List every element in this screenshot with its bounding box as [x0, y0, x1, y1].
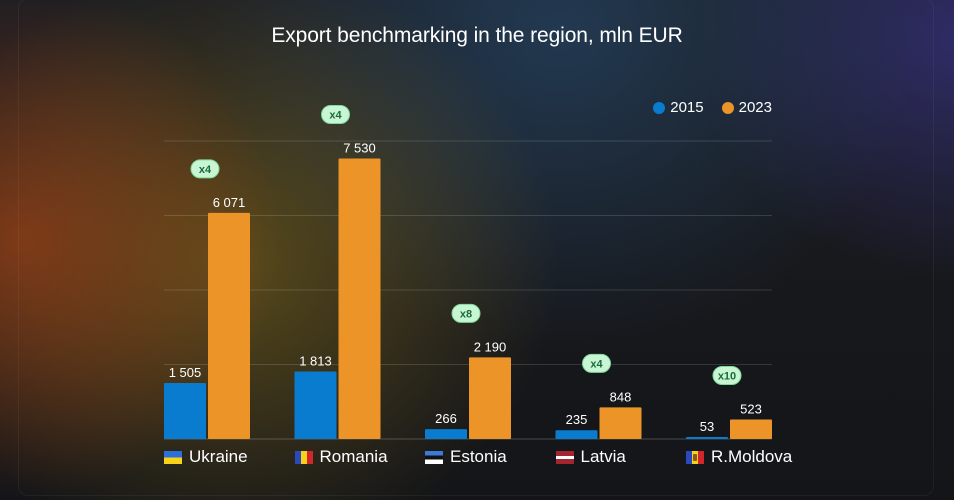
- data-label-2015: 266: [435, 411, 457, 426]
- multiplier-badge-label: x8: [460, 308, 472, 320]
- bar-2015[interactable]: [555, 430, 598, 439]
- bar-2023[interactable]: [338, 158, 381, 439]
- data-label-2023: 523: [740, 402, 762, 417]
- bar-2023[interactable]: [599, 407, 642, 439]
- data-label-2015: 1 505: [169, 365, 202, 380]
- multiplier-badge-label: x4: [329, 110, 342, 122]
- multiplier-badge: [712, 366, 742, 386]
- flag-emblem-icon: [693, 453, 697, 461]
- legend-label-2015: 2015: [670, 99, 704, 116]
- flag-icon: [555, 450, 574, 464]
- legend: 2015 2023: [653, 99, 772, 116]
- bar-2015[interactable]: [294, 371, 337, 439]
- multiplier-badge-label: x4: [199, 164, 212, 176]
- flag-icon: [425, 450, 443, 464]
- legend-item-2015[interactable]: 2015: [653, 99, 704, 116]
- x-axis-label-rmoldova: R.Moldova: [686, 447, 792, 467]
- chart-title: Export benchmarking in the region, mln E…: [271, 24, 683, 47]
- bar-2023[interactable]: [730, 419, 772, 439]
- bar-2015[interactable]: [686, 437, 728, 439]
- flag-icon: [294, 450, 313, 464]
- data-label-2023: 848: [610, 389, 632, 404]
- bar-2023[interactable]: [208, 212, 250, 439]
- multiplier-badge: [190, 159, 220, 179]
- x-axis-label-latvia: Latvia: [555, 447, 626, 467]
- category-label: Ukraine: [189, 447, 248, 466]
- data-label-2023: 7 530: [343, 141, 376, 156]
- bar-2015[interactable]: [425, 429, 467, 439]
- data-label-2015: 1 813: [299, 353, 332, 368]
- data-label-2023: 6 071: [213, 195, 246, 210]
- category-label: Estonia: [450, 447, 507, 466]
- category-label: Latvia: [580, 447, 626, 466]
- multiplier-badge: [582, 353, 611, 373]
- legend-swatch-2015: [653, 101, 666, 114]
- multiplier-badge: [321, 105, 350, 125]
- multiplier-badge-label: x10: [718, 371, 736, 383]
- data-label-2015: 235: [566, 412, 588, 427]
- x-axis-label-estonia: Estonia: [425, 447, 507, 467]
- bar-2023[interactable]: [469, 357, 511, 439]
- x-axis-label-romania: Romania: [294, 447, 388, 467]
- flag-icon: [686, 450, 704, 464]
- x-axis-label-ukraine: Ukraine: [164, 447, 248, 467]
- category-label: Romania: [319, 447, 388, 466]
- legend-item-2023[interactable]: 2023: [721, 99, 772, 116]
- multiplier-badge-label: x4: [590, 358, 603, 370]
- data-label-2015: 53: [700, 419, 714, 434]
- category-label: R.Moldova: [711, 447, 793, 466]
- multiplier-badge: [451, 303, 481, 323]
- bar-2015[interactable]: [164, 382, 206, 439]
- legend-label-2023: 2023: [738, 99, 772, 116]
- legend-swatch-2023: [721, 101, 734, 114]
- data-label-2023: 2 190: [474, 339, 507, 354]
- flag-icon: [164, 450, 182, 464]
- chart-card: [18, 0, 934, 496]
